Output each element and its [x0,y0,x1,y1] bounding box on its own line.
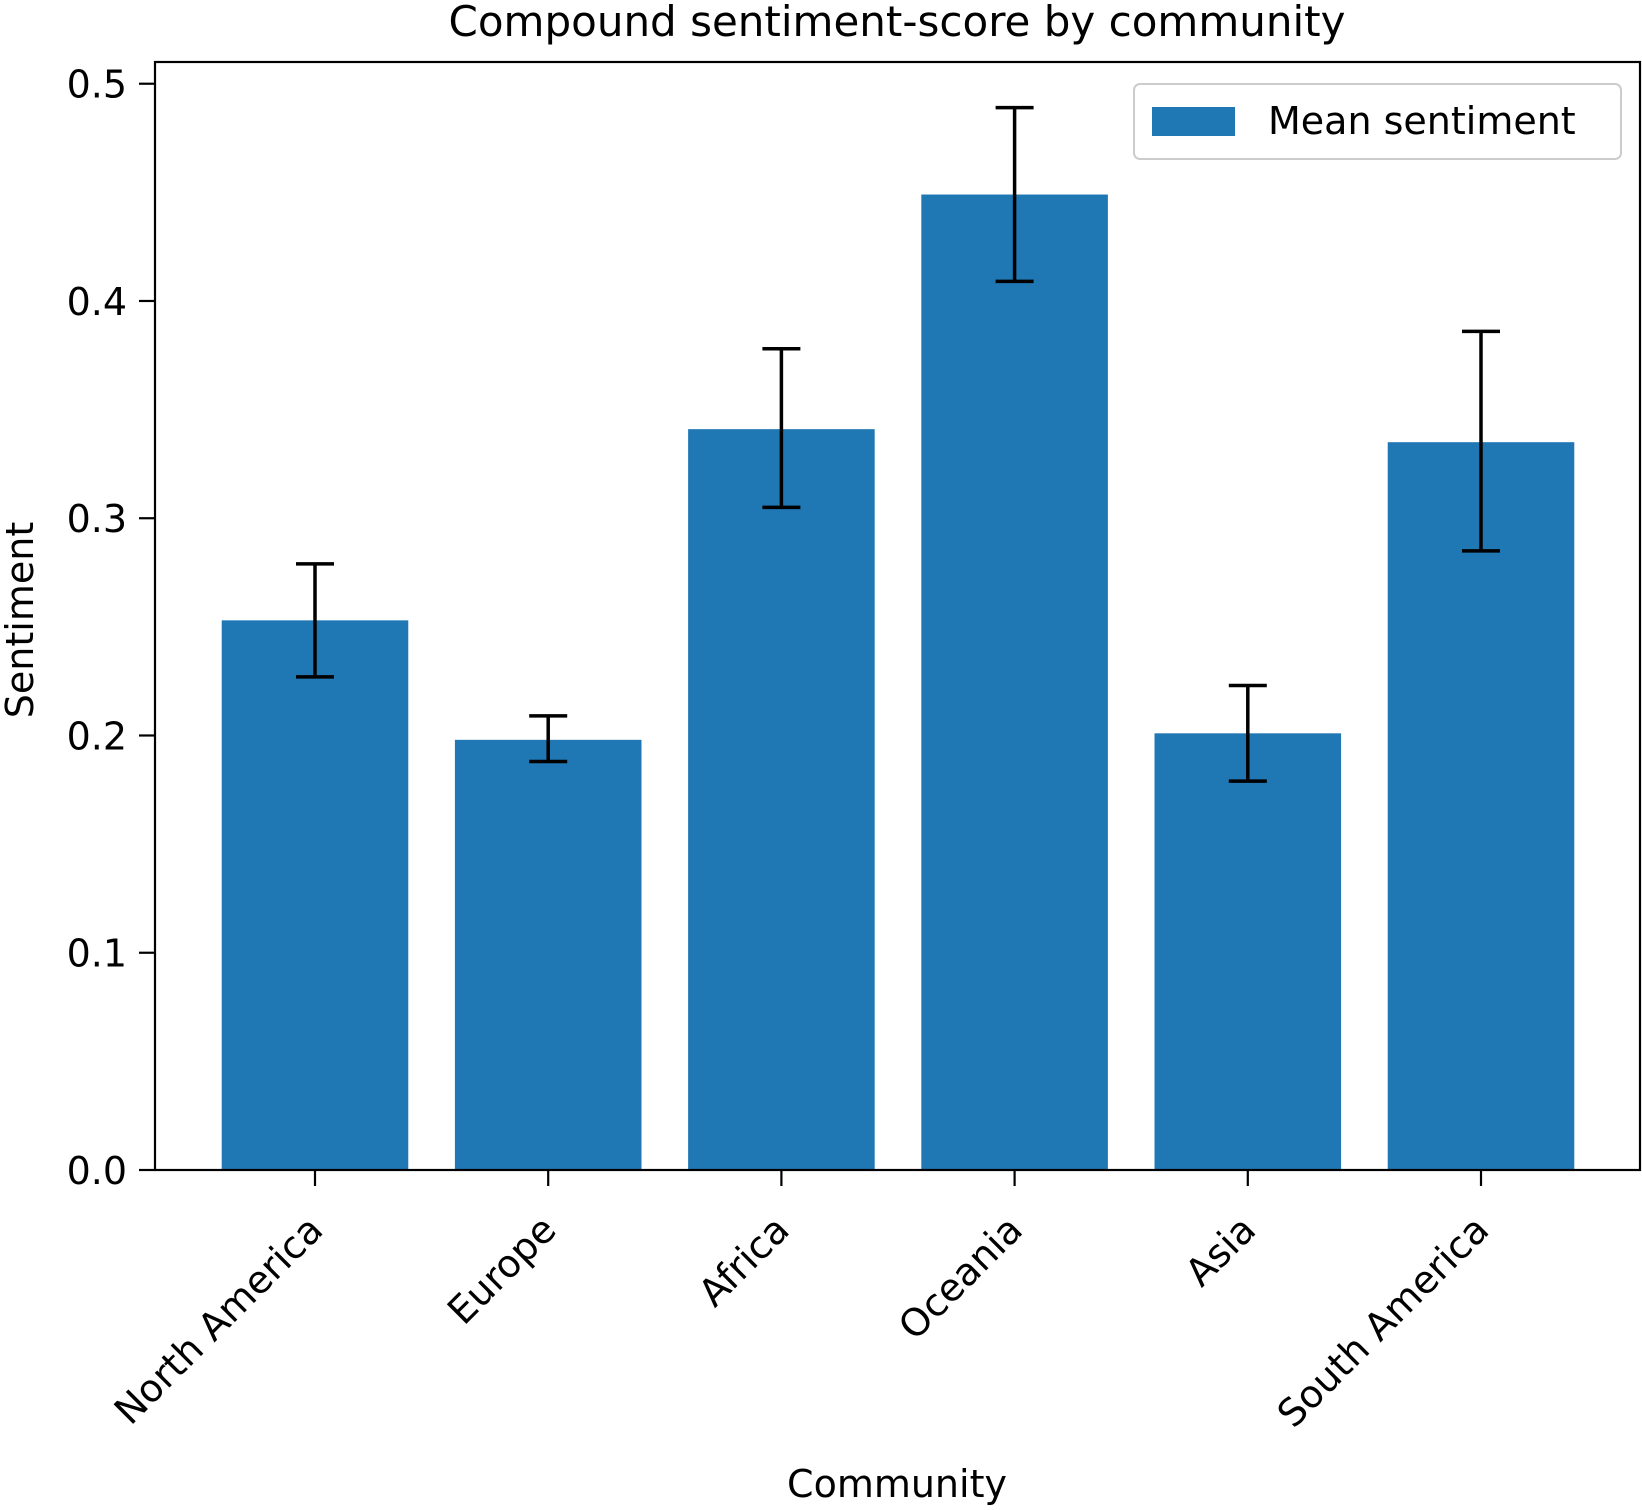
error-bar-europe [529,714,568,764]
y-tick-label: 0.4 [67,280,127,324]
legend-swatch [1152,107,1235,136]
x-tick-label-oceania: Oceania [890,1207,1031,1348]
legend: Mean sentiment [1133,83,1622,160]
error-bar-oceania [995,105,1034,284]
x-tick-label-asia: Asia [1177,1207,1264,1294]
x-axis-label: Community [787,1462,1007,1505]
bar-oceania [921,194,1108,1170]
y-tick-label: 0.1 [67,932,127,976]
bars-layer [221,194,1575,1171]
x-tick-label-europe: Europe [439,1207,565,1333]
x-axis-ticks: North America Europe Africa Oceania Asia Sout… [106,1170,1498,1436]
error-bar-north-america [296,562,334,679]
y-tick-label: 0.3 [67,497,127,541]
chart-title: Compound sentiment-score by community [449,0,1346,46]
plot-frame [153,60,1642,1172]
bar-south-america [1387,442,1575,1171]
y-axis-ticks: 0.0 0.1 0.2 0.3 0.4 0.5 [67,63,155,1193]
legend-frame [1133,83,1622,160]
bar-africa [688,429,875,1171]
x-tick-label-north-america: North America [106,1207,332,1433]
legend-label-mean-sentiment: Mean sentiment [1268,99,1576,143]
x-tick-label-south-america: South America [1269,1207,1498,1436]
error-bar-africa [762,347,801,510]
y-axis-label: Sentiment [0,522,42,718]
error-bar-asia [1228,683,1267,783]
y-tick-label: 0.5 [67,63,127,107]
bar-north-america [221,620,409,1170]
y-tick-label: 0.2 [67,714,127,758]
error-bar-south-america [1462,329,1500,553]
x-tick-label-africa: Africa [690,1207,798,1315]
bar-europe [454,739,642,1170]
error-bars-layer [296,105,1500,783]
y-tick-label: 0.0 [67,1149,127,1193]
bar-asia [1154,733,1342,1170]
